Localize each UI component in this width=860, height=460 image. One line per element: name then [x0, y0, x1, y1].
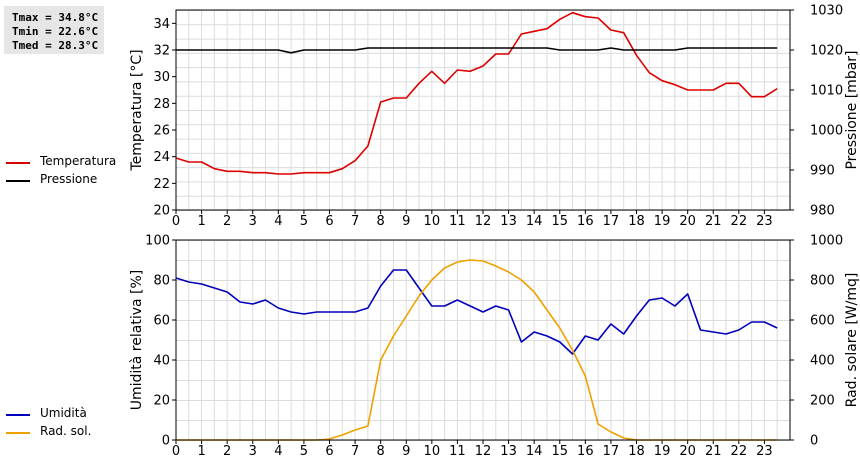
x-tick-label: 5 [300, 444, 308, 459]
x-tick-label: 21 [705, 444, 722, 459]
y-tick-label: 34 [153, 17, 170, 32]
x-tick-label: 17 [603, 214, 620, 229]
y-tick-label: 80 [153, 274, 170, 289]
x-tick-label: 1 [197, 214, 205, 229]
x-tick-label: 22 [731, 444, 748, 459]
y2-tick-label: 800 [810, 274, 835, 289]
legend-label-temperatura: Temperatura [40, 154, 117, 168]
chart-1: 0 1 2 3 4 5 6 7 8 9 10 11 12 13 14 15 16 17 18 19 20 21 22 2320… [129, 4, 860, 230]
y-tick-label: 20 [153, 394, 170, 409]
x-tick-label: 16 [577, 214, 594, 229]
x-tick-label: 15 [551, 214, 568, 229]
x-tick-label: 1 [197, 444, 205, 459]
chart-2: 0 1 2 3 4 5 6 7 8 9 10 11 12 13 14 15 16 17 18 19 20 21 22 2302… [129, 234, 860, 460]
x-tick-label: 21 [705, 214, 722, 229]
legend-swatch-rad-sol [6, 432, 30, 434]
stats-box: Tmax = 34.8°C Tmin = 22.6°C Tmed = 28.3°… [4, 6, 104, 54]
y-tick-label: 0 [162, 434, 170, 449]
y2-tick-label: 0 [810, 434, 818, 449]
y2-tick-label: 1010 [810, 84, 843, 99]
y-tick-label: 30 [153, 70, 170, 85]
legend-swatch-pressione [6, 180, 30, 182]
x-tick-label: 10 [424, 214, 441, 229]
x-tick-label: 19 [654, 214, 671, 229]
legend-label-umidita: Umidità [40, 406, 87, 420]
y-tick-label: 22 [153, 177, 170, 192]
x-tick-label: 14 [526, 444, 543, 459]
x-tick-label: 8 [377, 214, 385, 229]
x-tick-label: 12 [475, 214, 492, 229]
x-tick-label: 22 [731, 214, 748, 229]
x-tick-label: 7 [351, 444, 359, 459]
legend-label-pressione: Pressione [40, 172, 98, 186]
x-tick-label: 10 [424, 444, 441, 459]
x-tick-label: 20 [679, 214, 696, 229]
tmed-label: Tmed = 28.3°C [12, 39, 99, 52]
x-tick-label: 6 [325, 444, 333, 459]
x-tick-label: 8 [377, 444, 385, 459]
x-tick-label: 7 [351, 214, 359, 229]
tmax-label: Tmax = 34.8°C [12, 11, 99, 24]
x-tick-label: 4 [274, 214, 282, 229]
plot-frame [175, 9, 791, 211]
y-axis-title: Temperatura [°C] [129, 49, 145, 171]
x-tick-label: 3 [249, 444, 257, 459]
x-tick-label: 12 [475, 444, 492, 459]
series-line-temperatura [175, 11, 778, 175]
y2-tick-label: 1030 [810, 4, 843, 19]
y2-tick-label: 400 [810, 354, 835, 369]
x-tick-label: 9 [402, 214, 410, 229]
y2-tick-label: 1000 [810, 124, 843, 139]
y2-tick-label: 980 [810, 204, 835, 219]
legend-label-rad-sol: Rad. sol. [40, 424, 92, 438]
y2-tick-label: 200 [810, 394, 835, 409]
y-tick-label: 26 [153, 124, 170, 139]
x-tick-label: 19 [654, 444, 671, 459]
x-tick-label: 2 [223, 214, 231, 229]
x-tick-label: 20 [679, 444, 696, 459]
x-tick-label: 0 [172, 444, 180, 459]
legend-swatch-temperatura [6, 162, 30, 164]
x-tick-label: 6 [325, 214, 333, 229]
x-tick-label: 23 [756, 444, 773, 459]
y2-tick-label: 600 [810, 314, 835, 329]
y2-axis-title: Rad. solare [W/mq] [844, 273, 860, 408]
x-tick-label: 14 [526, 214, 543, 229]
y2-tick-label: 990 [810, 164, 835, 179]
legend-swatch-umidita [6, 414, 30, 416]
y-axis-title: Umidità relativa [%] [129, 270, 145, 411]
y-tick-label: 60 [153, 314, 170, 329]
x-tick-label: 13 [500, 214, 517, 229]
y-tick-label: 20 [153, 204, 170, 219]
x-tick-label: 18 [628, 444, 645, 459]
x-tick-label: 16 [577, 444, 594, 459]
x-tick-label: 5 [300, 214, 308, 229]
x-tick-label: 11 [449, 214, 466, 229]
tmin-label: Tmin = 22.6°C [12, 25, 99, 38]
x-tick-label: 18 [628, 214, 645, 229]
x-tick-label: 0 [172, 214, 180, 229]
y2-tick-label: 1000 [810, 234, 843, 249]
y-tick-label: 32 [153, 44, 170, 59]
series-line-rad-sol- [176, 259, 778, 441]
x-tick-label: 15 [551, 444, 568, 459]
x-tick-label: 2 [223, 444, 231, 459]
x-tick-label: 17 [603, 444, 620, 459]
x-tick-label: 13 [500, 444, 517, 459]
y-tick-label: 100 [145, 234, 170, 249]
x-tick-label: 11 [449, 444, 466, 459]
y-tick-label: 24 [153, 150, 170, 165]
y2-axis-title: Pressione [mbar] [844, 50, 860, 169]
series-line-umidit- [175, 269, 778, 355]
x-tick-label: 4 [274, 444, 282, 459]
x-tick-label: 3 [249, 214, 257, 229]
y-tick-label: 40 [153, 354, 170, 369]
y2-tick-label: 1020 [810, 44, 843, 59]
x-tick-label: 23 [756, 214, 773, 229]
x-tick-label: 9 [402, 444, 410, 459]
y-tick-label: 28 [153, 97, 170, 112]
plot-frame [175, 239, 791, 441]
series-line-pressione [176, 47, 778, 54]
